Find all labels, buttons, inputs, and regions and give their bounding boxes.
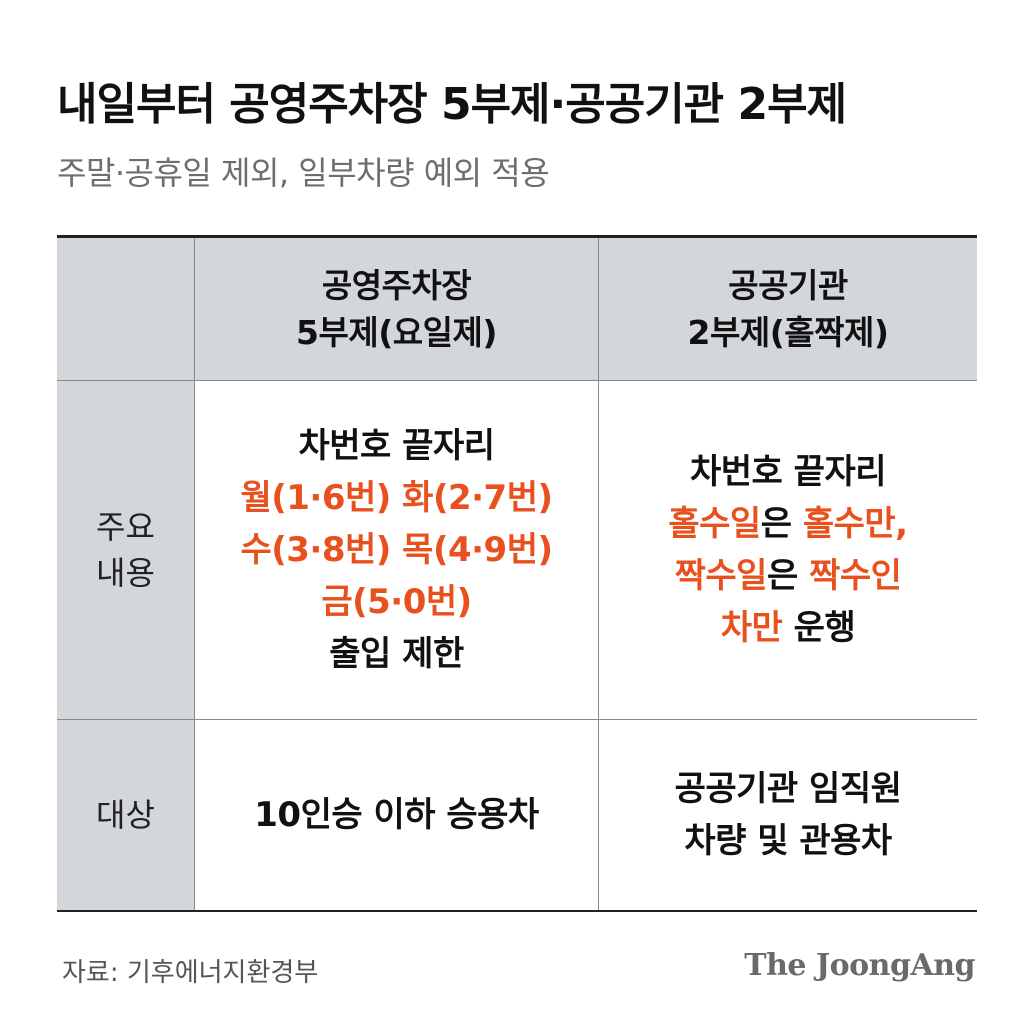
table-row-main-content: 주요 내용 차번호 끝자리 월(1·6번) 화(2·7번) 수(3·8번) 목(… (57, 380, 977, 720)
header-public-parking-line1: 공영주차장 (321, 266, 472, 305)
agency-rule-line3-mid: 은 (766, 556, 810, 596)
row-label-main-line2: 내용 (96, 554, 155, 592)
parking-rule-line2: 월(1·6번) 화(2·7번) (240, 478, 553, 518)
agency-rule-odd-only: 홀수만, (802, 504, 908, 544)
page-subtitle: 주말·공휴일 제외, 일부차량 예외 적용 (57, 154, 550, 192)
row-label-target-text: 대상 (96, 796, 155, 834)
cell-target-public-agency: 공공기관 임직원 차량 및 관용차 (598, 719, 977, 912)
agency-rule-line1: 차번호 끝자리 (689, 452, 887, 492)
parking-rule-line1: 차번호 끝자리 (298, 426, 495, 466)
agency-target-line1: 공공기관 임직원 (674, 769, 902, 809)
joongang-logo: The JoongAng (744, 948, 975, 983)
page-title: 내일부터 공영주차장 5부제·공공기관 2부제 (57, 79, 847, 130)
agency-rule-car-only: 차만 (720, 608, 783, 648)
header-public-parking-line2: 5부제(요일제) (296, 313, 497, 352)
row-label-main-content: 주요 내용 (57, 380, 195, 720)
parking-rule-line4: 금(5·0번) (321, 582, 472, 622)
source-credit: 자료: 기후에너지환경부 (62, 958, 319, 988)
agency-rule-line2: 홀수일은 홀수만, (599, 498, 977, 550)
header-cell-public-agency: 공공기관 2부제(홀짝제) (598, 235, 977, 381)
table-row-target: 대상 10인승 이하 승용차 공공기관 임직원 차량 및 관용차 (57, 719, 977, 912)
agency-rule-even-only: 짝수인 (809, 556, 902, 596)
agency-rule-line4: 차만 운행 (599, 602, 977, 654)
comparison-table: 공영주차장 5부제(요일제) 공공기관 2부제(홀짝제) 주요 내용 차번호 끝… (57, 235, 977, 912)
agency-rule-even-day: 짝수일 (674, 556, 768, 596)
agency-rule-operate: 운행 (782, 608, 856, 648)
parking-rule-line5: 출입 제한 (329, 634, 464, 674)
header-cell-public-parking: 공영주차장 5부제(요일제) (194, 235, 599, 381)
agency-target-line2: 차량 및 관용차 (684, 821, 892, 861)
header-public-agency-line1: 공공기관 (728, 266, 848, 305)
parking-target-text: 10인승 이하 승용차 (254, 795, 539, 835)
parking-rule-line3: 수(3·8번) 목(4·9번) (240, 530, 553, 570)
agency-rule-odd-day: 홀수일 (668, 504, 761, 544)
agency-rule-line2-mid: 은 (760, 504, 803, 544)
cell-main-public-agency: 차번호 끝자리 홀수일은 홀수만, 짝수일은 짝수인 차만 운행 (598, 380, 977, 720)
cell-main-public-parking: 차번호 끝자리 월(1·6번) 화(2·7번) 수(3·8번) 목(4·9번) … (194, 380, 599, 720)
table-header-row: 공영주차장 5부제(요일제) 공공기관 2부제(홀짝제) (57, 235, 977, 381)
header-corner-cell (57, 235, 195, 381)
row-label-main-line1: 주요 (96, 508, 155, 546)
agency-rule-line3: 짝수일은 짝수인 (599, 550, 977, 602)
row-label-target: 대상 (57, 719, 195, 912)
header-public-agency-line2: 2부제(홀짝제) (687, 313, 889, 352)
cell-target-public-parking: 10인승 이하 승용차 (194, 719, 599, 912)
